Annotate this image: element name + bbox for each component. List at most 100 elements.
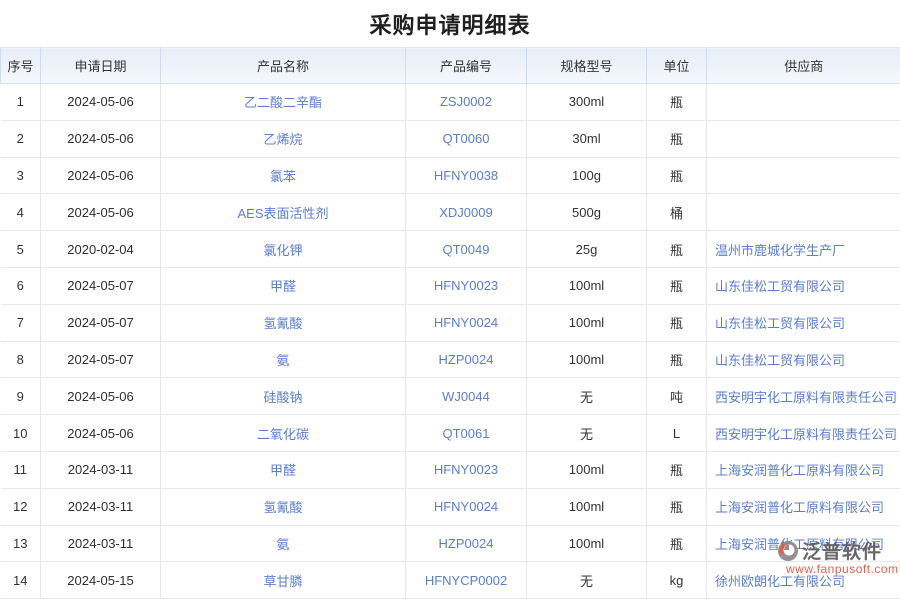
supplier-link[interactable]: 温州市鹿城化学生产厂 [706, 230, 900, 268]
supplier-link[interactable]: 西安明宇化工原料有限责任公司 [706, 377, 900, 416]
spec-model: 300ml [526, 83, 647, 121]
supplier-link[interactable] [706, 193, 900, 232]
table-row: 1 2024-05-06 乙二酸二辛酯 ZSJ0002 300ml 瓶 [0, 83, 900, 121]
unit: 瓶 [646, 341, 707, 379]
product-name-link[interactable]: 氢氰酸 [160, 488, 406, 526]
table-row: 13 2024-03-11 氨 HZP0024 100ml 瓶 上海安润普化工原… [0, 525, 900, 563]
table-row: 7 2024-05-07 氢氰酸 HFNY0024 100ml 瓶 山东佳松工贸… [0, 304, 900, 342]
product-code-link[interactable]: HFNY0023 [405, 451, 527, 489]
product-name-link[interactable]: 甲醛 [160, 267, 406, 305]
table-body: 1 2024-05-06 乙二酸二辛酯 ZSJ0002 300ml 瓶 2 20… [0, 83, 900, 600]
row-seq: 9 [0, 377, 41, 416]
product-code-link[interactable]: HFNY0024 [405, 304, 527, 342]
request-date: 2024-05-07 [40, 304, 161, 342]
unit: 瓶 [646, 230, 707, 268]
request-date: 2024-05-06 [40, 377, 161, 416]
table-row: 8 2024-05-07 氨 HZP0024 100ml 瓶 山东佳松工贸有限公… [0, 341, 900, 379]
unit: kg [646, 561, 707, 600]
request-date: 2024-05-07 [40, 341, 161, 379]
product-name-link[interactable]: AES表面活性剂 [160, 193, 406, 232]
table-row: 2 2024-05-06 乙烯烷 QT0060 30ml 瓶 [0, 120, 900, 158]
supplier-link[interactable]: 上海安润普化工原料有限公司 [706, 451, 900, 489]
product-code-link[interactable]: HZP0024 [405, 525, 527, 563]
request-date: 2024-05-06 [40, 83, 161, 121]
product-name-link[interactable]: 氨 [160, 525, 406, 563]
unit: 瓶 [646, 267, 707, 305]
spec-model: 500g [526, 193, 647, 232]
row-seq: 1 [0, 83, 41, 121]
product-code-link[interactable]: HFNY0023 [405, 267, 527, 305]
product-code-link[interactable]: QT0049 [405, 230, 527, 268]
product-name-link[interactable]: 二氧化碳 [160, 414, 406, 452]
product-name-link[interactable]: 乙二酸二辛酯 [160, 83, 406, 121]
product-name-link[interactable]: 草甘膦 [160, 561, 406, 600]
product-code-link[interactable]: HFNY0038 [405, 157, 527, 195]
table-row: 12 2024-03-11 氢氰酸 HFNY0024 100ml 瓶 上海安润普… [0, 488, 900, 526]
request-date: 2024-05-06 [40, 120, 161, 158]
spec-model: 30ml [526, 120, 647, 158]
spec-model: 100ml [526, 488, 647, 526]
request-date: 2024-05-06 [40, 157, 161, 195]
table-row: 9 2024-05-06 硅酸钠 WJ0044 无 吨 西安明宇化工原料有限责任… [0, 377, 900, 416]
supplier-link[interactable]: 西安明宇化工原料有限责任公司 [706, 414, 900, 452]
product-name-link[interactable]: 氯苯 [160, 157, 406, 195]
unit: 瓶 [646, 120, 707, 158]
product-code-link[interactable]: HZP0024 [405, 341, 527, 379]
supplier-link[interactable] [706, 120, 900, 158]
spec-model: 100ml [526, 451, 647, 489]
product-code-link[interactable]: XDJ0009 [405, 193, 527, 232]
product-name-link[interactable]: 氢氰酸 [160, 304, 406, 342]
table-row: 3 2024-05-06 氯苯 HFNY0038 100g 瓶 [0, 157, 900, 195]
col-header-product: 产品名称 [160, 47, 406, 84]
purchase-request-table: 序号 申请日期 产品名称 产品编号 规格型号 单位 供应商 1 2024-05-… [0, 47, 900, 600]
request-date: 2024-05-06 [40, 414, 161, 452]
spec-model: 100g [526, 157, 647, 195]
col-header-seq: 序号 [0, 47, 41, 84]
row-seq: 10 [0, 414, 41, 452]
col-header-spec: 规格型号 [526, 47, 647, 84]
product-code-link[interactable]: WJ0044 [405, 377, 527, 416]
product-name-link[interactable]: 甲醛 [160, 451, 406, 489]
product-name-link[interactable]: 氨 [160, 341, 406, 379]
row-seq: 13 [0, 525, 41, 563]
table-row: 4 2024-05-06 AES表面活性剂 XDJ0009 500g 桶 [0, 193, 900, 232]
col-header-date: 申请日期 [40, 47, 161, 84]
table-row: 6 2024-05-07 甲醛 HFNY0023 100ml 瓶 山东佳松工贸有… [0, 267, 900, 305]
spec-model: 无 [526, 561, 647, 600]
product-code-link[interactable]: QT0060 [405, 120, 527, 158]
product-name-link[interactable]: 硅酸钠 [160, 377, 406, 416]
unit: 瓶 [646, 525, 707, 563]
unit: L [646, 414, 707, 452]
product-code-link[interactable]: ZSJ0002 [405, 83, 527, 121]
request-date: 2024-03-11 [40, 525, 161, 563]
request-date: 2024-03-11 [40, 488, 161, 526]
unit: 吨 [646, 377, 707, 416]
product-name-link[interactable]: 乙烯烷 [160, 120, 406, 158]
supplier-link[interactable]: 山东佳松工贸有限公司 [706, 341, 900, 379]
supplier-link[interactable] [706, 157, 900, 195]
col-header-code: 产品编号 [405, 47, 527, 84]
product-code-link[interactable]: QT0061 [405, 414, 527, 452]
supplier-link[interactable]: 徐州欧朗化工有限公司 [706, 561, 900, 600]
product-name-link[interactable]: 氯化钾 [160, 230, 406, 268]
row-seq: 6 [0, 267, 41, 305]
spec-model: 无 [526, 414, 647, 452]
spec-model: 无 [526, 377, 647, 416]
row-seq: 2 [0, 120, 41, 158]
supplier-link[interactable] [706, 83, 900, 121]
table-row: 10 2024-05-06 二氧化碳 QT0061 无 L 西安明宇化工原料有限… [0, 414, 900, 452]
row-seq: 7 [0, 304, 41, 342]
supplier-link[interactable]: 上海安润普化工原料有限公司 [706, 488, 900, 526]
spec-model: 100ml [526, 267, 647, 305]
row-seq: 5 [0, 230, 41, 268]
supplier-link[interactable]: 山东佳松工贸有限公司 [706, 304, 900, 342]
supplier-link[interactable]: 山东佳松工贸有限公司 [706, 267, 900, 305]
request-date: 2024-05-15 [40, 561, 161, 600]
product-code-link[interactable]: HFNY0024 [405, 488, 527, 526]
request-date: 2024-05-07 [40, 267, 161, 305]
product-code-link[interactable]: HFNYCP0002 [405, 561, 527, 600]
supplier-link[interactable]: 上海安润普化工原料有限公司 [706, 525, 900, 563]
table-row: 14 2024-05-15 草甘膦 HFNYCP0002 无 kg 徐州欧朗化工… [0, 561, 900, 600]
row-seq: 11 [0, 451, 41, 489]
col-header-unit: 单位 [646, 47, 707, 84]
